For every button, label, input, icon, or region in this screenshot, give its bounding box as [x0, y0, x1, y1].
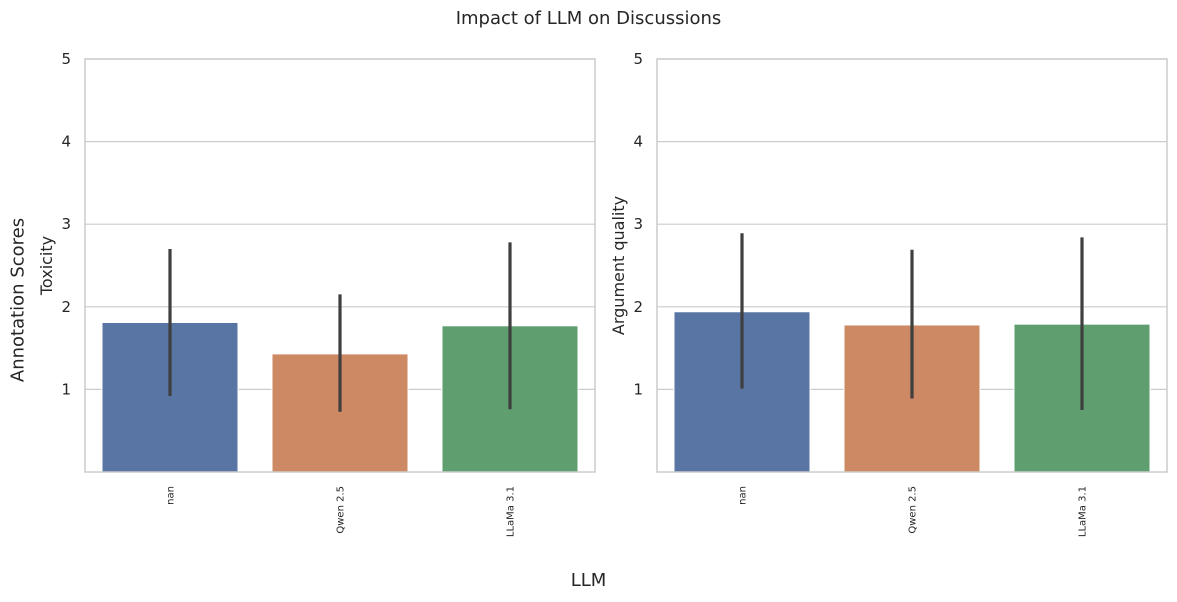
y-tick-label: 4: [633, 133, 643, 151]
chart-panel-2: 1 2 3 4 5 nan Qwen 2.5 LLaMa 3.1 Argument qualit…: [609, 50, 1168, 537]
axes-frame: [84, 58, 596, 473]
y-tick-label: 3: [633, 215, 643, 233]
axes-frame: [656, 58, 1168, 473]
x-tick-label: Qwen 2.5: [336, 486, 347, 534]
y-tick-label: 3: [61, 215, 71, 233]
y-tick-label: 4: [61, 133, 71, 151]
x-tick-label: LLaMa 3.1: [1078, 486, 1089, 537]
y-axis-label: Toxicity: [37, 236, 56, 296]
chart-panel-1: 1 2 3 4 5 nan Qwen 2.5 LLaMa 3.1 Toxicity: [37, 50, 596, 537]
y-tick-label: 5: [61, 50, 71, 68]
figure-x-label: LLM: [570, 570, 607, 591]
y-axis-label: Argument quality: [609, 196, 628, 335]
y-tick-label: 1: [633, 380, 643, 398]
y-tick-label: 5: [633, 50, 643, 68]
x-tick-label: LLaMa 3.1: [506, 486, 517, 537]
y-tick-label: 1: [61, 380, 71, 398]
x-tick-label: nan: [738, 486, 749, 505]
y-tick-label: 2: [61, 298, 71, 316]
y-tick-label: 2: [633, 298, 643, 316]
figure-title: Impact of LLM on Discussions: [455, 8, 722, 29]
x-tick-label: nan: [166, 486, 177, 505]
x-tick-label: Qwen 2.5: [908, 486, 919, 534]
